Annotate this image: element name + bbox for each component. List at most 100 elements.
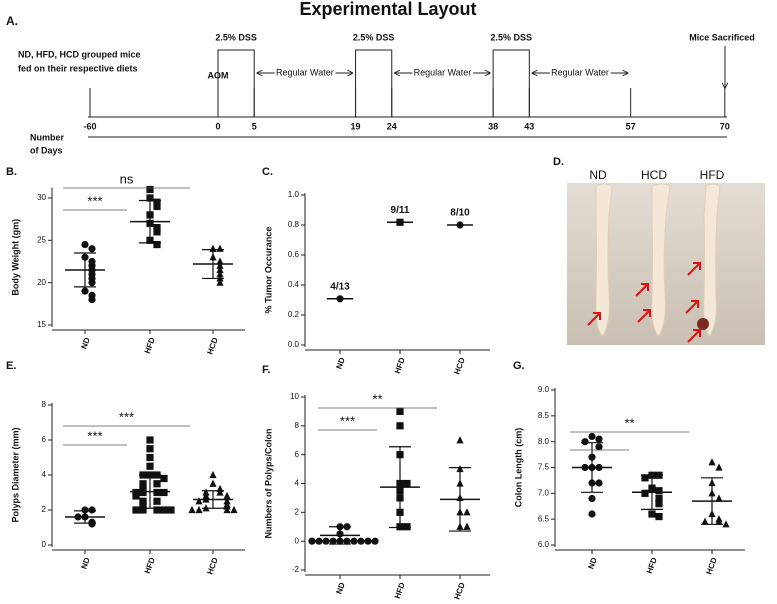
point [209, 479, 217, 487]
x-tick-label: HFD [393, 581, 407, 600]
point [223, 491, 231, 500]
sd-bar [389, 446, 411, 529]
point [167, 506, 175, 514]
point [655, 512, 663, 521]
figure-title: Experimental Layout [299, 0, 476, 19]
colon [595, 183, 613, 337]
point [456, 436, 464, 444]
chart-panel: E. Polyps Diameter (mm) 0 2 4 6 8 ND HFD HCD *** **… [6, 360, 245, 576]
point [655, 500, 663, 508]
day-label: 0 [215, 121, 220, 131]
days-label: Number [30, 132, 65, 142]
point [88, 295, 96, 304]
dss-bracket [492, 49, 530, 117]
point [595, 479, 603, 487]
point [641, 489, 649, 497]
point [403, 523, 411, 531]
point [153, 506, 161, 514]
point [396, 407, 404, 416]
x-tick-label: HCD [205, 336, 219, 356]
sd-bar [449, 467, 471, 532]
sd-bar [74, 510, 96, 524]
significance-label: ns [120, 171, 134, 186]
y-tick-label: 6.5 [538, 514, 550, 523]
point [81, 240, 89, 249]
point [216, 257, 224, 265]
y-tick-label: 7.0 [538, 488, 550, 497]
point [153, 480, 161, 488]
point [146, 436, 154, 444]
panel-label: D. [553, 156, 564, 168]
y-tick-label: 0.6 [288, 250, 300, 259]
dss-bracket [217, 49, 255, 117]
arrows [587, 262, 701, 343]
x-tick-label: HCD [452, 356, 466, 376]
point [655, 494, 663, 503]
point [403, 479, 411, 488]
point [88, 279, 96, 287]
point [160, 506, 168, 514]
point [315, 537, 323, 545]
y-tick-label: 0.8 [288, 220, 300, 229]
photo-group: HCD [641, 168, 667, 182]
dss-label: 2.5% DSS [215, 32, 257, 42]
day-label: -60 [83, 121, 96, 131]
colon [703, 183, 721, 337]
significance-label: *** [87, 193, 102, 208]
point [195, 505, 203, 514]
point [88, 520, 96, 528]
y-tick-label: 0 [295, 536, 300, 545]
y-tick-label: 0.0 [288, 340, 300, 349]
dss-label: 2.5% DSS [490, 32, 532, 42]
sd-bar [581, 442, 603, 493]
point [343, 537, 351, 545]
point [350, 537, 358, 545]
sd-bar [641, 474, 663, 510]
point [216, 244, 224, 252]
water-label: Regular Water [276, 67, 334, 77]
chart-panel: C. % Tumor Occurance 0.0 0.2 0.4 0.6 0.8 1.0 ND H… [262, 166, 490, 376]
day-label: 19 [351, 121, 361, 131]
point [595, 435, 603, 443]
point [581, 438, 589, 446]
water-label: Regular Water [414, 67, 472, 77]
point [588, 432, 596, 441]
y-tick-label: 9.0 [538, 385, 550, 394]
photo-group: ND [589, 168, 607, 182]
photo-group: HFD [700, 168, 725, 182]
point [216, 278, 224, 286]
x-tick-label: HCD [205, 556, 219, 576]
day-label: 43 [524, 121, 534, 131]
value-label: 9/11 [391, 205, 410, 216]
point [88, 506, 96, 514]
point [364, 537, 372, 545]
value-label: 4/13 [330, 281, 350, 292]
point [195, 497, 203, 505]
significance-label: * [597, 433, 602, 448]
point [81, 287, 89, 295]
chart-panel: F. Numbers of Polyps/Colon -2 0 2 4 6 8 10 ND HFD H… [262, 364, 490, 601]
y-tick-label: 6.0 [538, 540, 550, 549]
point [308, 537, 316, 545]
intro-text: fed on their respective diets [18, 63, 138, 73]
y-tick-label: 7.5 [538, 463, 550, 472]
panel-label: E. [6, 360, 16, 372]
point [230, 505, 238, 514]
point [146, 453, 154, 462]
point [463, 508, 471, 516]
x-tick-label: ND [79, 556, 91, 570]
point [153, 198, 161, 206]
sd-bar [139, 474, 161, 509]
point [641, 474, 649, 482]
point [139, 488, 147, 497]
y-tick-label: 8 [295, 421, 300, 430]
point [153, 488, 161, 497]
sd-bar [701, 477, 723, 525]
point [160, 488, 168, 497]
point [396, 422, 404, 430]
chart-panel: G. Colon Length (cm) 6.0 6.5 7.0 7.5 8.0 8.5 9.0… [513, 360, 745, 576]
point [715, 517, 723, 525]
point [708, 458, 716, 466]
point [715, 463, 723, 471]
y-tick-label: 25 [37, 235, 46, 244]
